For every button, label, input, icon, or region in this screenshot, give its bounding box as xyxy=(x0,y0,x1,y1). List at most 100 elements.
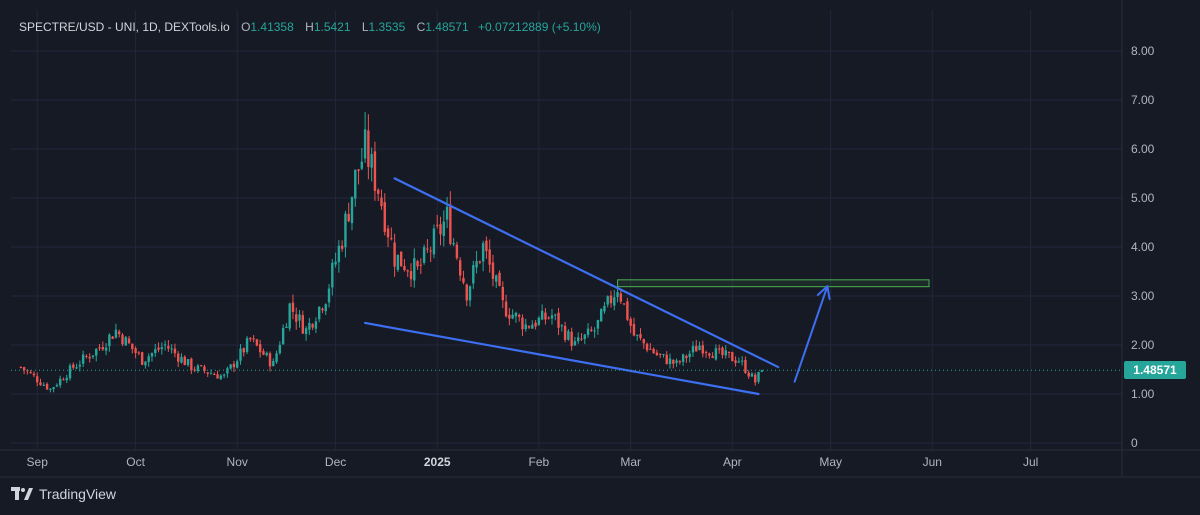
candle-body xyxy=(508,314,511,319)
candle-body xyxy=(645,343,649,351)
candle-body xyxy=(449,204,452,244)
candle-body xyxy=(734,360,737,363)
tradingview-icon xyxy=(11,487,33,501)
candle-body xyxy=(104,347,108,351)
candle-body xyxy=(357,169,360,171)
candle-body xyxy=(58,378,62,386)
candle-body xyxy=(95,348,98,356)
candle-body xyxy=(678,361,682,363)
candle-body xyxy=(39,382,42,386)
candle-body xyxy=(652,348,655,354)
candle-body xyxy=(554,314,557,316)
y-tick-label: 4.00 xyxy=(1131,240,1155,254)
candle-body xyxy=(390,238,393,240)
last-price-badge: 1.48571 xyxy=(1124,361,1186,379)
candle-body xyxy=(698,345,701,350)
candle-body xyxy=(108,334,111,347)
x-tick-label: Jun xyxy=(923,455,942,469)
candle-body xyxy=(475,261,478,268)
candle-body xyxy=(81,354,85,364)
candle-body xyxy=(45,383,49,390)
candle-body xyxy=(468,286,472,301)
candle-body xyxy=(226,368,229,374)
candle-body xyxy=(491,262,495,279)
candle-body xyxy=(75,367,78,369)
candle-body xyxy=(537,317,541,325)
candle-body xyxy=(370,154,373,168)
candle-body xyxy=(465,284,468,301)
candle-body xyxy=(583,334,586,339)
candle-body xyxy=(117,331,121,335)
candle-body xyxy=(216,374,219,379)
candle-body xyxy=(540,310,544,320)
candle-body xyxy=(19,366,23,368)
candle-body xyxy=(717,348,721,350)
candle-body xyxy=(222,374,226,376)
upper-trendline xyxy=(393,177,780,369)
x-tick-label: Oct xyxy=(126,455,145,469)
y-tick-label: 5.00 xyxy=(1131,191,1155,205)
candle-body xyxy=(599,309,603,322)
candle-body xyxy=(632,323,636,336)
x-tick-label: Sep xyxy=(27,455,49,469)
candle-body xyxy=(124,337,127,346)
projection-arrow-head xyxy=(816,285,831,301)
candle-body xyxy=(121,334,124,345)
candle-body xyxy=(521,317,524,330)
y-tick-label: 2.00 xyxy=(1131,338,1155,352)
candle-body xyxy=(114,329,118,338)
candle-body xyxy=(613,297,616,306)
candle-body xyxy=(262,351,265,355)
x-tick-label: Apr xyxy=(723,455,742,469)
candle-body xyxy=(167,345,170,349)
candle-body xyxy=(501,286,505,301)
candle-body xyxy=(550,315,554,319)
candle-body xyxy=(547,317,550,319)
candle-body xyxy=(724,350,727,356)
candle-body xyxy=(626,301,629,320)
candle-body xyxy=(239,348,242,361)
candle-body xyxy=(26,370,29,372)
candle-body xyxy=(383,202,386,232)
candle-body xyxy=(137,352,141,354)
candle-body xyxy=(704,351,708,353)
candle-body xyxy=(49,388,52,390)
candle-body xyxy=(206,372,209,374)
candle-body xyxy=(301,315,305,334)
candle-body xyxy=(580,338,583,340)
tradingview-logo[interactable]: TradingView xyxy=(11,486,116,502)
candle-body xyxy=(567,331,570,340)
candle-body xyxy=(42,384,45,386)
low-value: 1.3535 xyxy=(368,20,406,34)
candle-body xyxy=(445,206,449,220)
candle-body xyxy=(91,355,95,357)
candle-body xyxy=(340,245,344,249)
candle-body xyxy=(281,327,285,345)
candle-body xyxy=(298,314,301,321)
change-value: +0.07212889 (+5.10%) xyxy=(478,20,601,34)
candle-body xyxy=(429,250,432,252)
candle-body xyxy=(265,352,268,356)
candle-body xyxy=(590,329,593,331)
candle-body xyxy=(173,348,177,354)
y-tick-label: 3.00 xyxy=(1131,289,1155,303)
candle-body xyxy=(436,224,439,226)
candle-body xyxy=(344,213,347,248)
y-tick-label: 7.00 xyxy=(1131,93,1155,107)
candle-body xyxy=(337,245,341,263)
candle-body xyxy=(62,379,65,381)
candle-body xyxy=(213,374,216,376)
candle-body xyxy=(311,324,314,328)
candle-body xyxy=(419,264,423,266)
candle-body xyxy=(245,338,249,352)
candle-body xyxy=(675,360,678,363)
candle-body xyxy=(78,364,82,367)
symbol-title[interactable]: SPECTRE/USD - UNI, 1D, DEXTools.io xyxy=(19,20,230,34)
candle-body xyxy=(442,221,445,236)
y-tick-label: 6.00 xyxy=(1131,142,1155,156)
candle-body xyxy=(560,325,564,327)
candle-body xyxy=(242,348,245,353)
candle-body xyxy=(629,318,632,326)
candle-body xyxy=(55,385,59,387)
